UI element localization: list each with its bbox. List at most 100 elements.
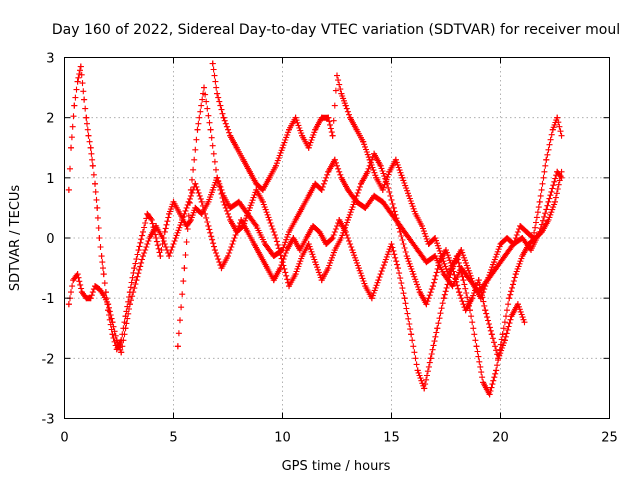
data-point bbox=[100, 292, 107, 299]
data-point bbox=[198, 198, 205, 205]
data-point bbox=[122, 325, 129, 332]
data-point bbox=[126, 301, 133, 308]
data-point bbox=[109, 319, 116, 326]
data-point bbox=[312, 180, 319, 187]
data-point bbox=[543, 156, 550, 163]
data-point bbox=[318, 186, 325, 193]
data-point bbox=[235, 198, 242, 205]
data-point bbox=[92, 180, 99, 187]
data-point bbox=[443, 247, 449, 254]
data-point bbox=[471, 283, 478, 290]
data-point bbox=[371, 150, 378, 157]
series-fill-marks bbox=[65, 173, 564, 398]
data-point bbox=[460, 277, 467, 284]
data-point bbox=[486, 391, 493, 398]
data-point bbox=[74, 271, 81, 278]
grid-layer bbox=[64, 57, 610, 419]
data-point bbox=[432, 253, 439, 260]
data-point bbox=[412, 210, 419, 217]
data-point bbox=[410, 271, 417, 278]
data-point bbox=[490, 259, 497, 266]
data-point bbox=[65, 301, 72, 308]
data-point bbox=[536, 198, 543, 205]
data-point bbox=[423, 259, 430, 266]
data-point bbox=[277, 265, 284, 272]
data-point bbox=[233, 144, 240, 151]
data-point bbox=[473, 343, 480, 350]
data-point bbox=[427, 355, 434, 362]
y-tick-label: -3 bbox=[42, 413, 55, 428]
data-point bbox=[488, 331, 495, 338]
data-point bbox=[331, 247, 338, 254]
data-point bbox=[528, 247, 535, 254]
data-point bbox=[220, 114, 227, 121]
data-point bbox=[231, 235, 238, 241]
data-point bbox=[270, 253, 277, 260]
data-point bbox=[484, 277, 491, 284]
data-point bbox=[305, 192, 312, 199]
data-point bbox=[371, 192, 378, 199]
data-point bbox=[65, 186, 72, 193]
data-point bbox=[504, 235, 511, 241]
data-point bbox=[381, 259, 388, 266]
data-point bbox=[401, 295, 408, 302]
y-tick-label: 1 bbox=[46, 172, 54, 187]
data-point bbox=[83, 114, 90, 121]
data-point bbox=[71, 102, 78, 109]
data-point bbox=[366, 156, 373, 163]
data-point bbox=[331, 156, 338, 163]
data-point bbox=[344, 186, 351, 193]
data-point bbox=[272, 162, 279, 169]
x-tick-label: 15 bbox=[383, 431, 400, 446]
x-axis-label: GPS time / hours bbox=[282, 459, 391, 474]
data-point bbox=[497, 241, 504, 248]
data-point bbox=[209, 60, 216, 67]
data-point bbox=[286, 126, 293, 133]
data-point bbox=[153, 235, 160, 241]
data-point bbox=[480, 379, 487, 386]
data-point bbox=[368, 295, 375, 302]
data-point bbox=[240, 222, 247, 229]
data-point bbox=[355, 265, 362, 272]
data-point bbox=[318, 277, 325, 284]
data-point bbox=[161, 228, 168, 235]
data-point bbox=[517, 222, 524, 229]
data-point bbox=[379, 198, 386, 205]
data-point bbox=[469, 295, 476, 302]
data-point bbox=[325, 168, 332, 175]
data-point bbox=[456, 289, 463, 296]
data-point bbox=[70, 277, 77, 284]
series-track-d bbox=[209, 60, 565, 302]
data-point bbox=[552, 198, 558, 205]
data-point bbox=[246, 168, 253, 175]
series-fill-marks bbox=[174, 84, 527, 362]
data-point bbox=[436, 259, 443, 266]
data-point bbox=[347, 114, 354, 121]
y-axis-label: SDTVAR / TECUs bbox=[8, 185, 23, 292]
data-point bbox=[192, 204, 199, 211]
data-point bbox=[94, 204, 101, 211]
data-point bbox=[244, 228, 251, 235]
data-point bbox=[419, 222, 426, 229]
data-point bbox=[432, 235, 439, 241]
data-point bbox=[211, 247, 218, 254]
data-point bbox=[292, 271, 299, 278]
data-point bbox=[519, 235, 526, 241]
data-point bbox=[172, 235, 179, 241]
data-point bbox=[279, 144, 286, 151]
data-point bbox=[342, 102, 349, 109]
data-point bbox=[220, 198, 227, 205]
data-point bbox=[279, 259, 286, 266]
data-point bbox=[312, 259, 319, 266]
data-point bbox=[514, 301, 521, 308]
data-point bbox=[512, 271, 519, 278]
data-point bbox=[253, 180, 260, 187]
data-point bbox=[262, 241, 269, 248]
data-point bbox=[554, 114, 561, 121]
data-point bbox=[166, 253, 173, 260]
data-point bbox=[238, 216, 245, 223]
data-point bbox=[78, 289, 85, 296]
data-point bbox=[519, 253, 526, 260]
data-point bbox=[316, 228, 323, 235]
data-point bbox=[205, 222, 212, 229]
